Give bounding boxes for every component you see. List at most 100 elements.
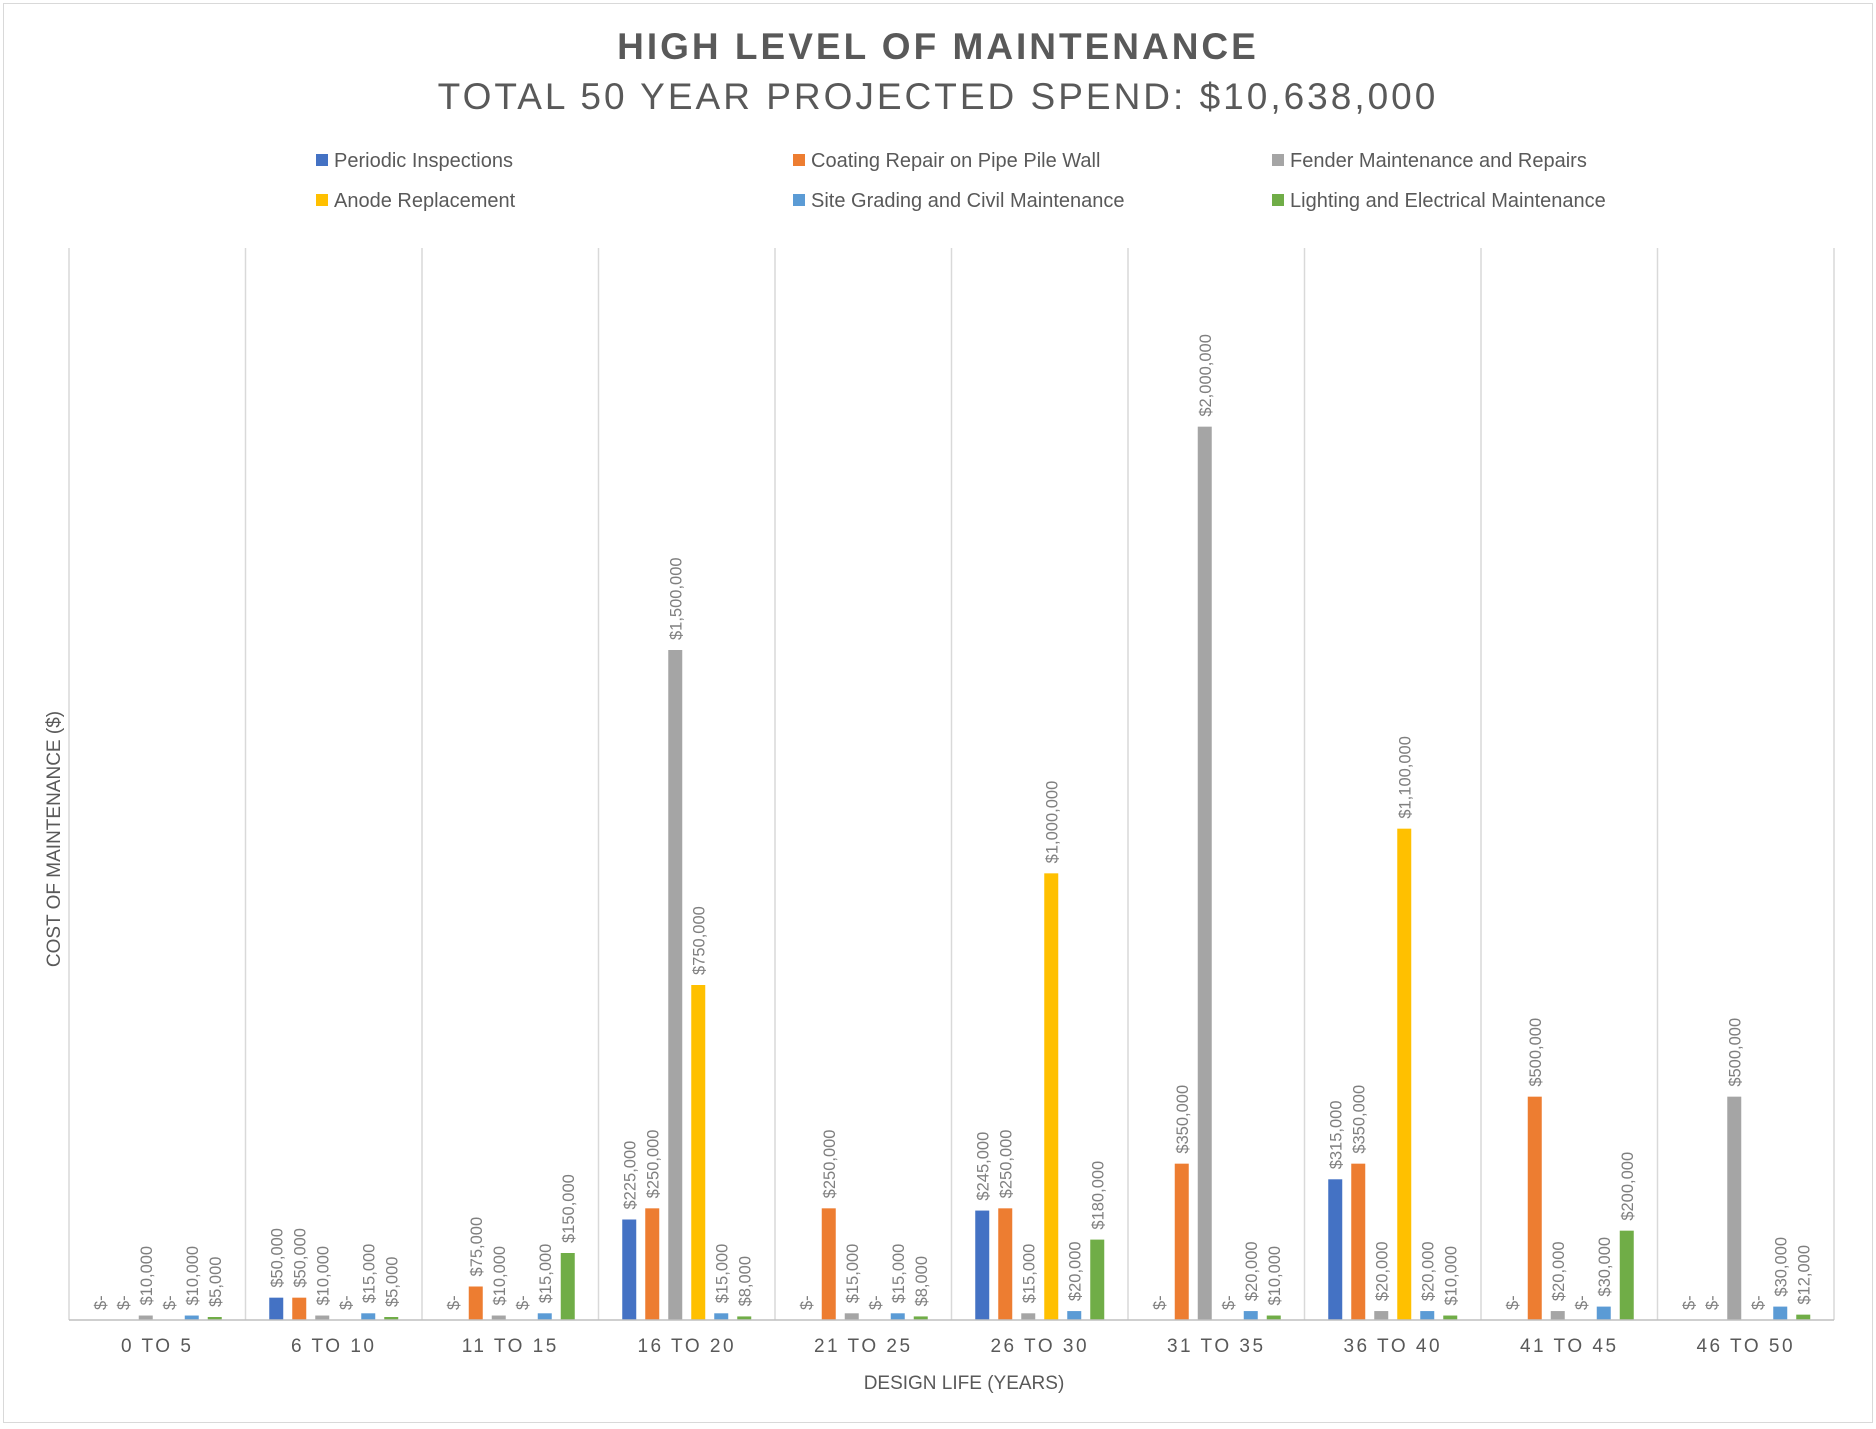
data-label: $- (514, 1295, 532, 1310)
legend-label: Lighting and Electrical Maintenance (1290, 190, 1606, 212)
data-label: $1,500,000 (667, 557, 685, 640)
data-label: $315,000 (1327, 1100, 1345, 1169)
x-tick-label: 6 TO 10 (291, 1336, 376, 1357)
legend-item-lighting-electrical: Lighting and Electrical Maintenance (1272, 190, 1606, 214)
x-tick-label: 36 TO 40 (1343, 1336, 1442, 1357)
bar (1619, 1230, 1634, 1320)
bar (468, 1286, 483, 1320)
bar (1090, 1239, 1105, 1320)
x-tick-labels: 0 TO 5 6 TO 10 11 TO 15 16 TO 20 21 TO 25 26 … (121, 1336, 1792, 1357)
data-label: $15,000 (537, 1244, 555, 1304)
bar (1527, 1096, 1542, 1320)
data-label: $500,000 (1527, 1018, 1545, 1087)
data-label: $10,000 (184, 1246, 202, 1306)
bar (890, 1313, 905, 1320)
bar (184, 1315, 199, 1320)
data-label: $15,000 (1020, 1244, 1038, 1304)
x-axis-title: DESIGN LIFE (YEARS) (864, 1373, 1065, 1394)
legend-label: Fender Maintenance and Repairs (1290, 150, 1587, 172)
data-label: $500,000 (1726, 1018, 1744, 1087)
legend-swatch (1272, 193, 1284, 206)
data-label: $150,000 (560, 1174, 578, 1243)
bar (1067, 1311, 1082, 1320)
data-labels: $- $- $10,000 $- $10,000 $5,000 $50,000 $50,000… (92, 334, 1814, 1310)
data-label: $- (1703, 1295, 1721, 1310)
x-tick-label: 16 TO 20 (637, 1336, 736, 1357)
legend-label: Periodic Inspections (334, 150, 513, 172)
data-label: $15,000 (360, 1244, 378, 1304)
bar (1021, 1313, 1036, 1320)
bar (1796, 1314, 1811, 1320)
data-label: $20,000 (1550, 1241, 1568, 1301)
data-label: $350,000 (1350, 1085, 1368, 1154)
data-label: $10,000 (314, 1246, 332, 1306)
bar (844, 1313, 859, 1320)
data-label: $- (1151, 1295, 1169, 1310)
bar (1374, 1311, 1389, 1320)
bar (491, 1315, 506, 1320)
data-label: $245,000 (974, 1132, 992, 1201)
category-dividers (68, 248, 1835, 1320)
chart-container: HIGH LEVEL OF MAINTENANCE TOTAL 50 YEAR … (3, 3, 1873, 1423)
data-label: $20,000 (1373, 1241, 1391, 1301)
legend-label: Site Grading and Civil Maintenance (811, 190, 1125, 212)
data-label: $20,000 (1243, 1241, 1261, 1301)
bar (1328, 1179, 1343, 1320)
bar (622, 1219, 637, 1320)
data-label: $250,000 (821, 1130, 839, 1199)
x-tick-label: 11 TO 15 (462, 1336, 559, 1357)
data-label: $250,000 (997, 1130, 1015, 1199)
data-label: $1,100,000 (1396, 736, 1414, 819)
bar (384, 1317, 399, 1320)
chart-subtitle: TOTAL 50 YEAR PROJECTED SPEND: $10,638,0… (437, 76, 1439, 117)
bar (691, 985, 706, 1320)
data-label: $2,000,000 (1197, 334, 1215, 417)
legend-item-coating-repair: Coating Repair on Pipe Pile Wall (793, 150, 1100, 174)
data-label: $75,000 (468, 1217, 486, 1277)
legend-swatch (793, 193, 805, 206)
bar (1550, 1311, 1565, 1320)
data-label: $50,000 (268, 1228, 286, 1288)
data-label: $5,000 (383, 1257, 401, 1307)
data-label: $10,000 (1266, 1246, 1284, 1306)
data-label: $30,000 (1596, 1237, 1614, 1297)
legend-item-periodic-inspections: Periodic Inspections (316, 150, 513, 174)
bar (207, 1317, 222, 1320)
data-label: $225,000 (621, 1141, 639, 1210)
data-label: $- (1680, 1295, 1698, 1310)
data-label: $200,000 (1619, 1152, 1637, 1221)
data-label: $- (92, 1295, 110, 1310)
data-label: $- (867, 1295, 885, 1310)
bars (138, 426, 1811, 1321)
bar (1243, 1311, 1258, 1320)
plot-area: $- $- $10,000 $- $10,000 $5,000 $50,000 $50,000… (44, 248, 1835, 1394)
bar (645, 1208, 660, 1320)
data-label: $30,000 (1772, 1237, 1790, 1297)
legend-swatch (316, 193, 328, 206)
bar (292, 1297, 307, 1320)
data-label: $- (1573, 1295, 1591, 1310)
y-axis-title: COST OF MAINTENANCE ($) (44, 711, 65, 967)
data-label: $- (1504, 1295, 1522, 1310)
bar (361, 1313, 376, 1320)
bar (138, 1315, 153, 1320)
data-label: $- (445, 1295, 463, 1310)
bar (1596, 1306, 1611, 1320)
bar (821, 1208, 836, 1320)
data-label: $10,000 (491, 1246, 509, 1306)
bar (1420, 1311, 1435, 1320)
data-label: $12,000 (1795, 1245, 1813, 1305)
bar (714, 1313, 729, 1320)
bar (1443, 1315, 1458, 1320)
data-label: $8,000 (736, 1256, 754, 1306)
bar (1397, 828, 1412, 1320)
data-label: $15,000 (890, 1244, 908, 1304)
data-label: $180,000 (1089, 1161, 1107, 1230)
data-label: $10,000 (138, 1246, 156, 1306)
data-label: $20,000 (1066, 1241, 1084, 1301)
data-label: $15,000 (844, 1244, 862, 1304)
data-label: $- (161, 1295, 179, 1310)
x-tick-label: 26 TO 30 (990, 1336, 1089, 1357)
data-label: $20,000 (1419, 1241, 1437, 1301)
bar (537, 1313, 552, 1320)
